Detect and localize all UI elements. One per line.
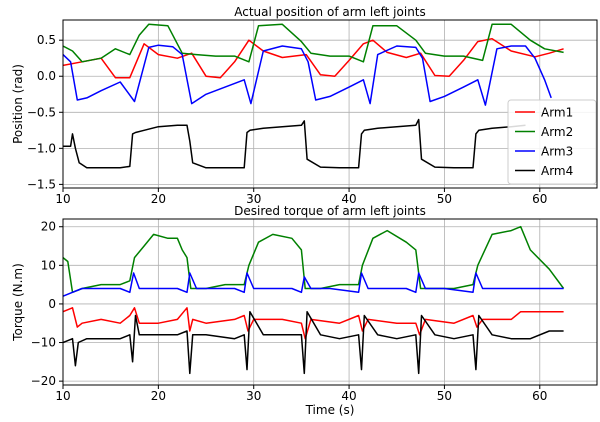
x-tick-label: 60: [532, 389, 547, 403]
y-tick-label: −20: [31, 374, 56, 388]
x-axis-label: Time (s): [305, 403, 355, 417]
y-tick-label: −1.0: [27, 141, 56, 155]
x-tick-label: 10: [55, 389, 70, 403]
y-tick-label: −0.5: [27, 105, 56, 119]
series-line-arm3: [63, 272, 564, 297]
x-tick-label: 30: [246, 192, 261, 206]
position-panel: 10 20 30 40 50 60 −1.5 −1.0 −0.5 0.0 0.5 Actual pos…: [11, 5, 598, 206]
series-lines: [63, 225, 565, 375]
y-tick-label: −1.5: [27, 177, 56, 191]
y-axis-label: Position (rad): [11, 64, 25, 144]
series-line-arm2: [63, 225, 565, 294]
series-line-arm4: [63, 310, 564, 375]
y-tick-label: 0.0: [37, 69, 56, 83]
y-tick-label: 0.5: [37, 33, 56, 47]
series-line-arm1: [63, 37, 564, 79]
x-tick-label: 40: [341, 389, 356, 403]
y-tick-label: 10: [41, 258, 56, 272]
y-tick-label: 20: [41, 220, 56, 234]
x-tick-label: 30: [246, 389, 261, 403]
series-line-arm1: [63, 307, 564, 340]
legend-label-arm1: Arm1: [541, 106, 573, 120]
y-tick-label: −10: [31, 336, 56, 350]
chart-title: Desired torque of arm left joints: [234, 204, 426, 218]
y-axis-label: Torque (N.m): [11, 263, 25, 342]
legend-label-arm2: Arm2: [541, 125, 573, 139]
legend-label-arm3: Arm3: [541, 145, 573, 159]
series-line-arm2: [63, 23, 564, 63]
series-lines: [63, 23, 564, 169]
chart-title: Actual position of arm left joints: [234, 5, 426, 19]
x-tick-label: 60: [532, 192, 547, 206]
x-tick-label: 20: [151, 192, 166, 206]
torque-panel: 10 20 30 40 50 60 −20 −10 0 10 20 Desired torque of…: [11, 204, 598, 417]
series-line-arm4: [63, 118, 526, 169]
series-line-arm3: [63, 44, 552, 106]
plot-frame: [62, 218, 598, 386]
x-tick-label: 50: [437, 192, 452, 206]
x-tick-label: 50: [437, 389, 452, 403]
legend: Arm1 Arm2 Arm3 Arm4: [507, 99, 597, 185]
x-tick-label: 10: [55, 192, 70, 206]
x-tick-label: 20: [151, 389, 166, 403]
x-tick-label: 40: [341, 192, 356, 206]
legend-label-arm4: Arm4: [541, 164, 573, 178]
grid: [62, 219, 597, 385]
legend-box: [507, 99, 597, 185]
y-tick-label: 0: [48, 297, 56, 311]
plot-frame: [62, 19, 598, 189]
